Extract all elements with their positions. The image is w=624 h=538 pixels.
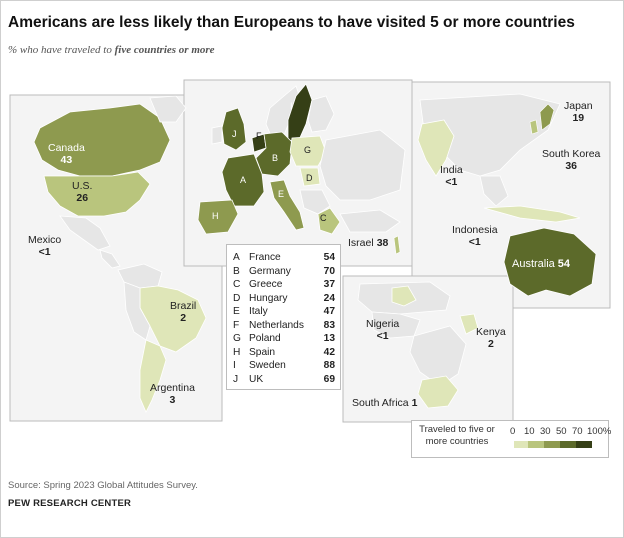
map-key-c: C [320,213,327,223]
map-key-i: I [290,101,293,111]
map-key-g: G [304,145,312,155]
label-nigeria: Nigeria <1 [366,318,400,342]
europe-legend: A France 54 B Germany 70 C Greece 37 D Hungary 2… [226,244,341,390]
scale-title: Traveled to five or more countries [419,424,495,447]
label-japan: Japan 19 [564,100,593,124]
scale-tick: 30 [540,426,551,437]
map-key-d: D [306,173,313,183]
scale-tick: 70 [572,426,583,437]
scale-swatch-2 [528,441,544,448]
scale-swatch-3 [544,441,560,448]
country-us [43,171,151,217]
country-indonesia [483,205,581,223]
label-kenya: Kenya 2 [476,326,506,350]
country-canada [33,103,171,177]
map-key-a: A [240,175,247,185]
chart-title: Americans are less likely than Europeans… [8,14,575,31]
label-south-africa: South Africa 1 [352,397,418,409]
country-ireland [211,125,223,145]
legend-row-netherlands: F Netherlands 83 [233,319,335,331]
legend-row-france: A France 54 [233,252,335,263]
scale-tick: 10 [524,426,535,437]
country-mexico [59,215,111,251]
country-germany [255,131,293,177]
scale-tick: 50 [556,426,567,437]
scale-tick: 100% [587,426,612,437]
legend-row-italy: E Italy 47 [233,306,335,317]
map-key-f: F [256,131,262,141]
country-turkey [339,209,401,233]
scale-swatch-1 [514,441,528,448]
country-se-asia [479,175,509,207]
country-kenya [459,313,479,335]
country-greenland [149,95,187,123]
subtitle-emphasis: five countries or more [114,44,215,56]
map-key-j: J [232,129,237,139]
legend-row-poland: G Poland 13 [233,333,335,344]
legend-row-sweden: I Sweden 88 [233,360,335,371]
country-finland [307,95,335,133]
scale-tick: 0 [510,426,516,437]
country-nigeria [391,285,417,307]
country-eastern-europe [319,129,406,201]
label-australia: Australia 54 [512,258,571,270]
label-south-korea: South Korea 36 [542,148,601,172]
label-brazil: Brazil 2 [170,300,197,324]
country-argentina [139,339,167,413]
chart-subtitle: % who have traveled to five countries or… [8,44,215,56]
legend-row-uk: J UK 69 [233,373,335,385]
country-japan [539,103,555,131]
country-italy [269,179,305,231]
country-australia [503,227,597,297]
map-key-e: E [278,189,285,199]
color-scale-legend: Traveled to five or more countries 0 10 … [411,420,612,458]
label-us: U.S. 26 [72,180,93,204]
map-key-b: B [272,153,279,163]
label-argentina: Argentina 3 [150,382,195,406]
country-south-korea [529,119,539,135]
legend-row-spain: H Spain 42 [233,346,335,358]
label-israel: Israel 38 [348,237,389,249]
country-central-america [99,249,121,269]
map-key-h: H [212,211,219,221]
country-south-africa [417,375,459,409]
source-note: Source: Spring 2023 Global Attitudes Sur… [8,480,198,491]
country-israel [393,235,401,255]
label-canada: Canada 43 [48,142,85,166]
country-hungary [299,167,321,187]
label-indonesia: Indonesia <1 [452,224,498,248]
country-andes [123,281,151,341]
country-balkans [299,189,331,215]
country-france [221,153,265,207]
country-india [417,119,455,177]
legend-row-greece: C Greece 37 [233,279,335,290]
subtitle-prefix: % who have traveled to [8,44,115,56]
country-spain [197,199,239,235]
legend-row-germany: B Germany 70 [233,265,335,277]
scale-swatch-4 [560,441,576,448]
legend-row-hungary: D Hungary 24 [233,292,335,304]
scale-swatch-5 [576,441,592,448]
country-greece [317,207,341,235]
country-poland [289,135,327,167]
brand-logo-text: PEW RESEARCH CENTER [8,498,132,509]
label-mexico: Mexico <1 [28,234,62,258]
label-india: India <1 [440,164,463,188]
